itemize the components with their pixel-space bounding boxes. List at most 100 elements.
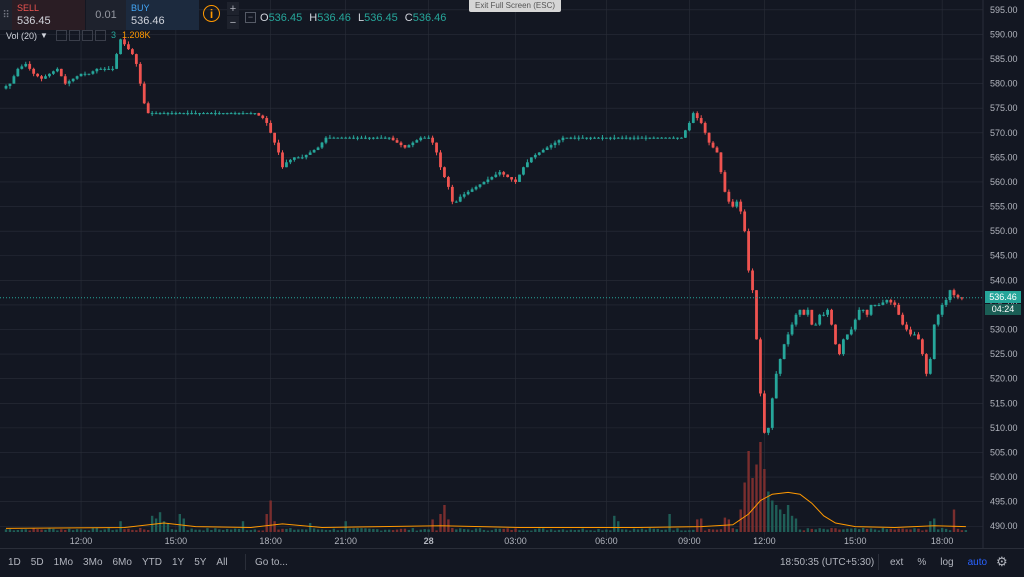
volume-bar [605, 529, 608, 532]
volume-bar [838, 529, 841, 532]
candle [529, 157, 533, 163]
candle [545, 147, 549, 151]
volume-bar [893, 529, 896, 532]
candle [79, 73, 83, 77]
volume-bar [707, 529, 711, 532]
volume-bar [364, 528, 367, 532]
candle [340, 137, 344, 139]
period-all[interactable]: All [216, 557, 228, 568]
volume-bar [64, 530, 67, 532]
candle [830, 309, 833, 325]
time-tick-label: 18:00 [931, 536, 954, 546]
minus-button[interactable]: − [227, 16, 239, 29]
candle [755, 290, 758, 340]
volume-bar [668, 514, 671, 532]
candle [99, 68, 103, 70]
volume-bar [818, 528, 821, 532]
close-icon[interactable] [81, 30, 93, 41]
price-tick-label: 500.00 [990, 472, 1018, 482]
drag-handle-icon[interactable]: ⠿ [0, 0, 12, 30]
candle [360, 137, 363, 139]
settings-icon[interactable] [68, 30, 80, 41]
candle [213, 113, 217, 115]
period-ytd[interactable]: YTD [141, 557, 162, 568]
volume-bar [652, 528, 655, 532]
period-3mo[interactable]: 3Mo [83, 557, 103, 568]
period-6mo[interactable]: 6Mo [112, 557, 132, 568]
candle [956, 295, 960, 298]
ext-toggle[interactable]: ext [890, 557, 904, 568]
volume-value: 3 [111, 30, 117, 40]
volume-bar [700, 518, 703, 532]
volume-bar [514, 528, 517, 532]
auto-toggle[interactable]: auto [967, 557, 988, 568]
volume-bar [4, 529, 8, 532]
candle [115, 54, 118, 69]
goto-button[interactable]: Go to... [255, 557, 288, 568]
candle [514, 179, 517, 182]
collapse-legend-icon[interactable]: − [245, 12, 256, 23]
volume-ma-line [5, 491, 966, 529]
buy-button[interactable]: BUY 536.46 [126, 0, 199, 30]
volume-bar [301, 529, 304, 532]
volume-bar [565, 530, 569, 532]
volume-bar [328, 530, 332, 532]
period-1mo[interactable]: 1Mo [53, 557, 74, 568]
time-tick-label: 15:00 [844, 536, 867, 546]
more-icon[interactable] [94, 30, 106, 41]
candle [91, 71, 95, 74]
gear-icon[interactable]: ⚙ [996, 554, 1008, 569]
candle [71, 78, 75, 82]
candle [691, 113, 695, 123]
info-icon[interactable]: i [203, 5, 220, 22]
eye-icon[interactable] [55, 30, 67, 41]
candle [605, 137, 608, 139]
candle [778, 359, 782, 374]
volume-bar [794, 518, 798, 532]
volume-bar [395, 529, 399, 532]
exit-fullscreen-button[interactable]: Exit Full Screen (ESC) [469, 0, 561, 12]
candle [518, 174, 521, 182]
price-tick-label: 590.00 [990, 29, 1018, 39]
candle [458, 196, 462, 202]
candle [352, 137, 355, 139]
volume-bar [703, 530, 707, 532]
candle [186, 113, 190, 115]
period-1y[interactable]: 1Y [171, 557, 185, 568]
candle [537, 152, 541, 155]
sell-button[interactable]: SELL 536.45 [12, 0, 86, 30]
candle [723, 172, 727, 192]
volume-bar [925, 529, 928, 532]
volume-bar [407, 529, 411, 532]
volume-bar [190, 528, 193, 532]
period-5y[interactable]: 5Y [194, 557, 207, 568]
volume-bar [826, 529, 829, 532]
volume-bar [937, 529, 940, 532]
plus-button[interactable]: + [227, 2, 239, 15]
volume-bar [490, 530, 494, 532]
volume-bar [751, 478, 754, 532]
candle [869, 304, 873, 315]
period-5d[interactable]: 5D [30, 557, 44, 568]
volume-bar [534, 529, 537, 532]
price-tick-label: 555.00 [990, 202, 1018, 212]
volume-indicator-legend[interactable]: Vol (20) ▼ [6, 30, 106, 41]
period-1d[interactable]: 1D [8, 557, 21, 568]
price-tick-label: 495.00 [990, 497, 1018, 507]
candle [166, 113, 170, 115]
candle [443, 167, 446, 178]
log-toggle[interactable]: log [940, 557, 954, 568]
volume-bar [913, 528, 916, 532]
clock-timezone[interactable]: 18:50:35 (UTC+5:30) [780, 557, 875, 568]
candle [549, 145, 553, 148]
volume-bar [123, 529, 126, 532]
volume-bar [99, 530, 102, 532]
candle [28, 63, 32, 69]
volume-bar [621, 529, 624, 532]
price-chart[interactable]: 595.00 590.00 585.00 580.00 575.00 570.00 565.… [0, 0, 1024, 548]
ohlc-high: 536.46 [317, 12, 351, 24]
chevron-down-icon[interactable]: ▼ [40, 31, 48, 40]
percent-toggle[interactable]: % [917, 557, 927, 568]
candle [802, 309, 806, 315]
candle [668, 137, 671, 139]
